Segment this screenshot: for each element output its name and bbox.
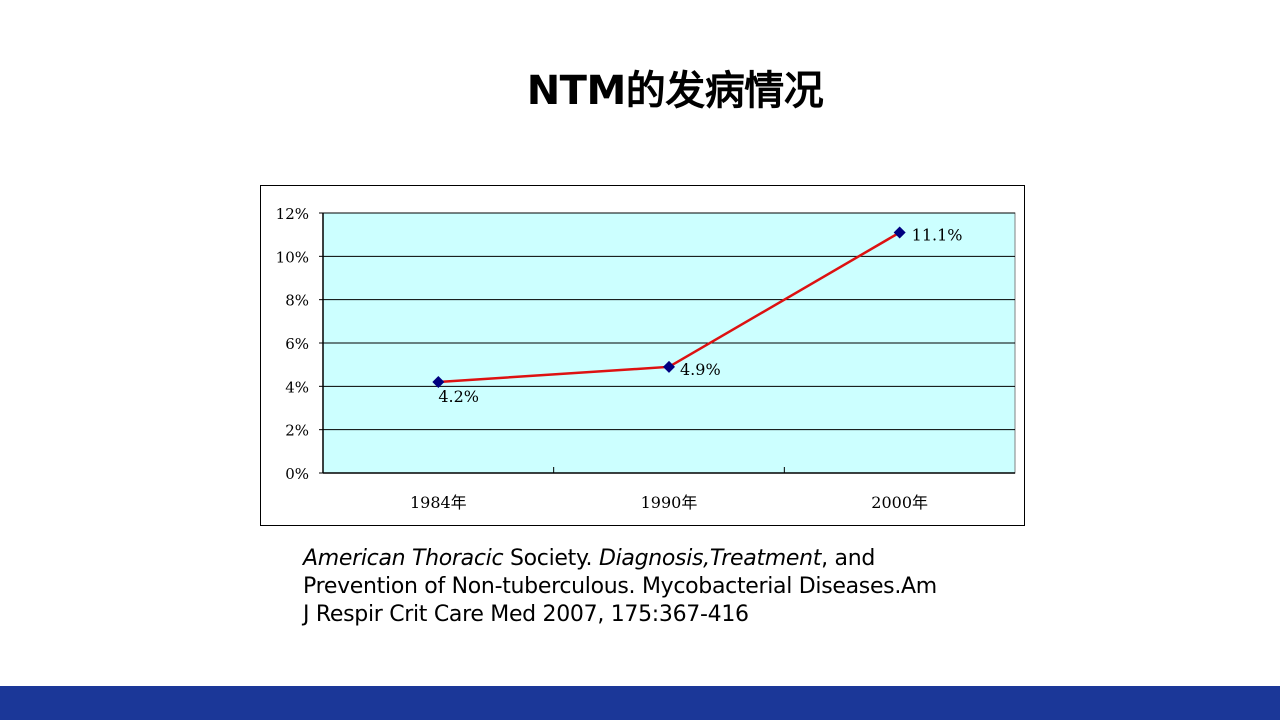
citation: American Thoracic Society. Diagnosis,Tre… (303, 545, 1023, 629)
line-chart: 0% 2% 4% 6% 8% 10% 12% 1984年 1990年 2000年 4.2% 4.9% 1… (260, 185, 1025, 526)
slide-title: NTM的发病情况 (526, 68, 824, 114)
y-tick-label: 6% (285, 335, 309, 353)
citation-italic-org: American Thoracic (303, 546, 504, 571)
y-tick-label: 10% (276, 248, 309, 266)
data-label: 4.2% (438, 387, 479, 406)
citation-text: , and (821, 546, 876, 571)
data-label: 11.1% (912, 226, 963, 245)
citation-italic-title: Diagnosis,Treatment (598, 546, 822, 571)
plot-area: 0% 2% 4% 6% 8% 10% 12% 1984年 1990年 2000年 4.2% 4.9% 1… (276, 205, 1016, 512)
y-tick-label: 8% (285, 292, 309, 310)
y-tick-label: 2% (285, 422, 309, 440)
data-point-marker (663, 360, 675, 373)
citation-line-3: J Respir Crit Care Med 2007, 175:367-416 (303, 602, 749, 627)
chart-canvas: 0% 2% 4% 6% 8% 10% 12% 1984年 1990年 2000年 4.2% 4.9% 1… (276, 205, 1016, 512)
data-point-marker (893, 226, 906, 239)
x-tick-label: 2000年 (871, 493, 928, 512)
x-tick-label: 1984年 (410, 493, 467, 512)
citation-line-2: Prevention of Non-tuberculous. Mycobacte… (303, 574, 937, 599)
footer-bar (0, 686, 1280, 720)
y-tick-label: 4% (285, 378, 309, 396)
citation-line-1: American Thoracic Society. Diagnosis,Tre… (303, 545, 1023, 573)
y-tick-label: 0% (285, 465, 309, 483)
data-point-marker (432, 376, 445, 388)
data-label: 4.9% (680, 360, 721, 379)
x-tick-label: 1990年 (641, 493, 698, 512)
citation-text: Society. (503, 546, 599, 571)
y-tick-label: 12% (276, 205, 309, 223)
